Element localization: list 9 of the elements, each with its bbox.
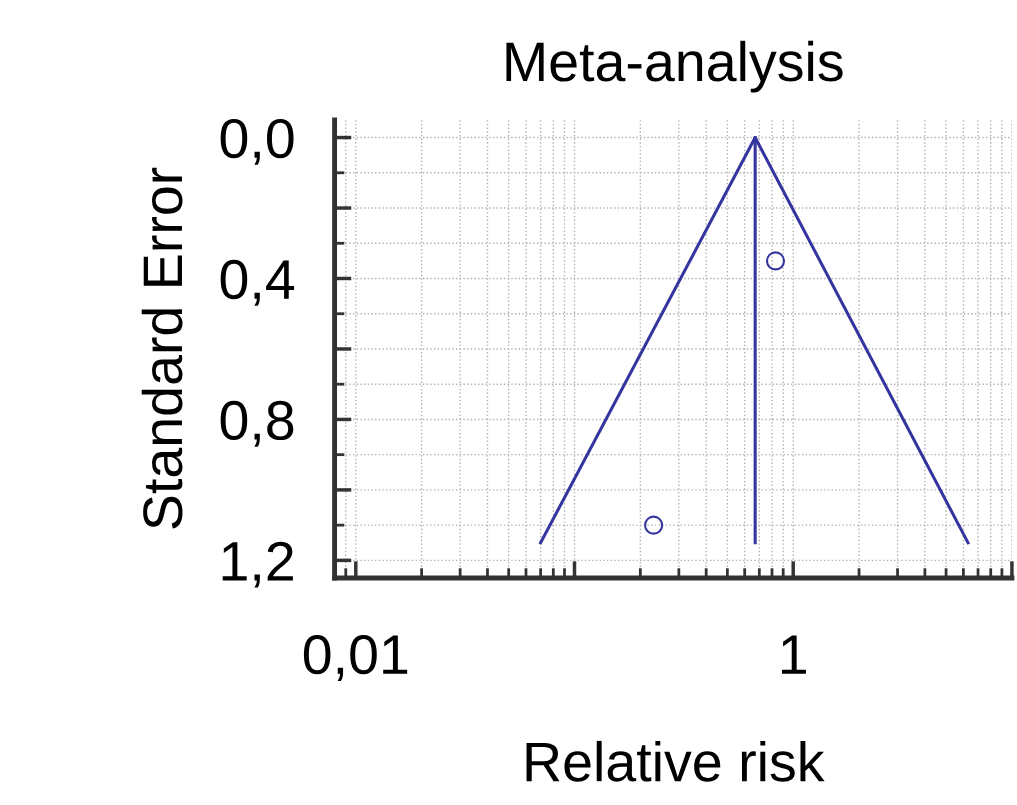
x-tick-label: 1	[782, 635, 806, 674]
x-tick-label: 0,01	[303, 635, 408, 681]
y-tick-label: 1,2	[222, 541, 293, 588]
y-tick-label: 0,8	[220, 400, 294, 447]
chart-title: Meta-analysis	[506, 40, 843, 93]
y-tick-label: 0,0	[220, 118, 294, 165]
y-axis-title: Standard Error	[141, 167, 183, 529]
x-axis-title: Relative risk	[526, 740, 825, 782]
y-tick-label: 0,4	[220, 259, 295, 306]
